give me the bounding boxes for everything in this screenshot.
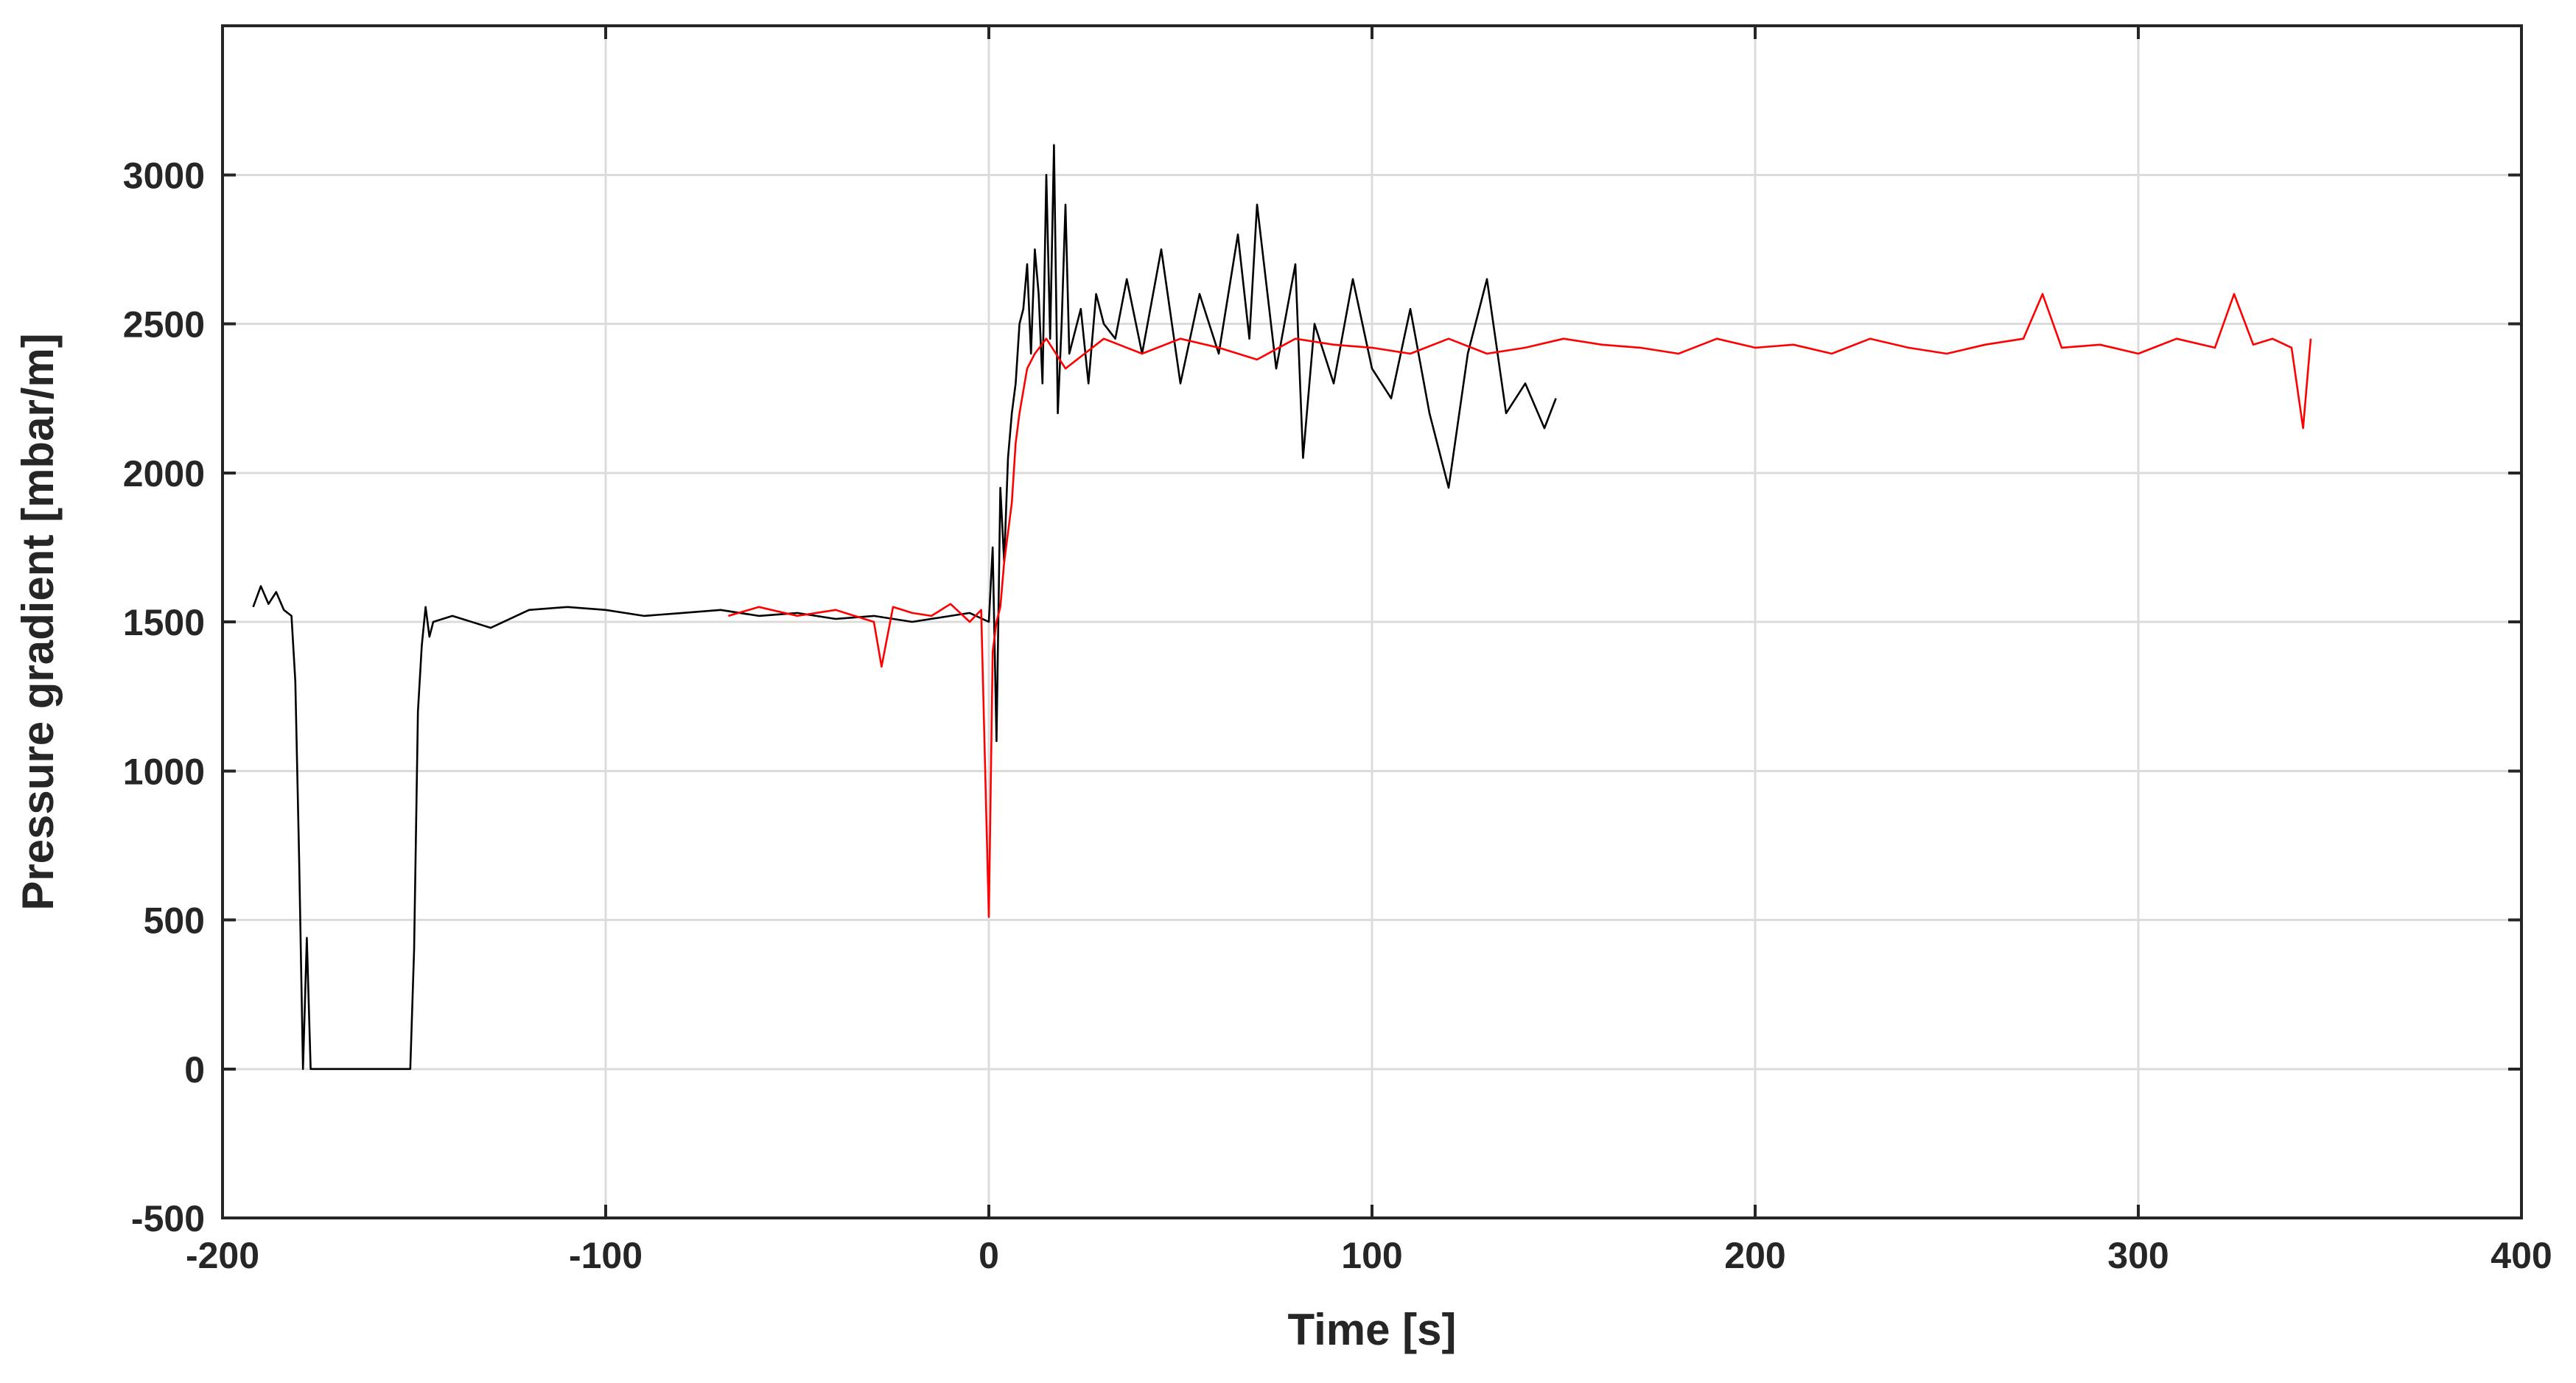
x-tick-label: 400 xyxy=(2491,1235,2552,1276)
y-tick-label: 1500 xyxy=(123,602,205,643)
y-tick-label: 3000 xyxy=(123,155,205,196)
y-tick-label: 2000 xyxy=(123,453,205,494)
x-axis-label: Time [s] xyxy=(1288,1305,1457,1354)
y-tick-label: -500 xyxy=(131,1198,205,1239)
y-axis-label: Pressure gradient [mbar/m] xyxy=(13,333,63,911)
tick-labels: -200 -100 0 100 200 300 400 -500 0 500 1000 1500 200… xyxy=(123,155,2552,1276)
grid-lines xyxy=(223,26,2521,1219)
y-tick-label: 500 xyxy=(144,900,205,942)
axis-ticks xyxy=(221,26,2523,1219)
x-tick-label: -200 xyxy=(186,1235,259,1276)
y-tick-label: 1000 xyxy=(123,751,205,792)
series-line-red xyxy=(728,293,2312,918)
x-tick-label: 100 xyxy=(1341,1235,1402,1276)
x-tick-label: 0 xyxy=(979,1235,999,1276)
y-tick-label: 2500 xyxy=(123,304,205,346)
x-tick-label: 300 xyxy=(2107,1235,2169,1276)
y-tick-label: 0 xyxy=(184,1049,205,1090)
x-tick-label: -100 xyxy=(569,1235,643,1276)
series-line-black xyxy=(252,144,1557,1071)
series-layer xyxy=(252,144,2312,1071)
x-tick-label: 200 xyxy=(1724,1235,1785,1276)
